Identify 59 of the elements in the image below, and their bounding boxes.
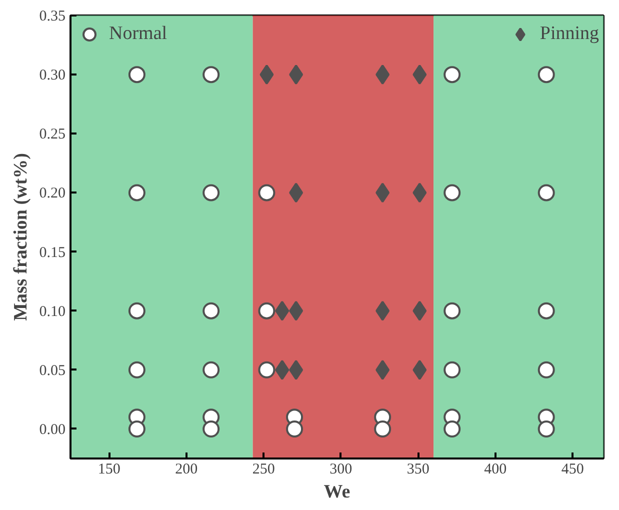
y-tick-label: 0.15 xyxy=(39,244,66,261)
x-tick-label: 450 xyxy=(561,462,584,478)
point xyxy=(412,360,427,380)
x-tick-label: 350 xyxy=(406,462,430,478)
point xyxy=(412,182,427,203)
point xyxy=(260,64,274,85)
point xyxy=(444,361,461,378)
point xyxy=(202,361,220,378)
point xyxy=(128,66,146,84)
y-tick-label: 0.10 xyxy=(39,304,66,320)
point xyxy=(376,64,390,85)
y-tick-label: 0.25 xyxy=(39,126,66,143)
point xyxy=(538,420,555,438)
point xyxy=(128,184,146,202)
y-tick-label: 0.05 xyxy=(39,362,66,379)
point xyxy=(376,300,390,321)
point xyxy=(444,302,461,320)
point xyxy=(538,184,555,202)
point xyxy=(412,64,427,85)
x-tick-label: 200 xyxy=(175,462,198,478)
point xyxy=(376,182,390,203)
y-axis-title: Mass fraction (wt%) xyxy=(10,153,32,321)
x-tick-label: 300 xyxy=(330,462,352,478)
point xyxy=(202,66,220,84)
x-tick-label: 150 xyxy=(98,462,120,478)
point xyxy=(412,300,427,321)
point xyxy=(289,300,304,321)
point xyxy=(258,361,276,378)
point xyxy=(128,361,146,378)
point xyxy=(289,182,304,203)
x-tick-label: 250 xyxy=(252,462,275,478)
point xyxy=(444,420,461,438)
point xyxy=(202,184,220,202)
point xyxy=(538,66,555,84)
point xyxy=(376,360,390,380)
y-tick-label: 0.35 xyxy=(39,8,66,24)
y-tick-label: 0.20 xyxy=(39,186,66,202)
x-axis-title: We xyxy=(324,482,350,502)
point xyxy=(286,420,304,438)
point xyxy=(275,300,290,321)
y-tick-label: 0.00 xyxy=(39,422,66,438)
point xyxy=(538,361,555,378)
point xyxy=(202,420,220,438)
point xyxy=(538,302,555,320)
legend-label: Pinning xyxy=(540,23,599,45)
point xyxy=(128,302,146,320)
y-tick-label: 0.30 xyxy=(39,68,66,84)
point xyxy=(444,66,461,84)
point xyxy=(258,184,276,202)
legend-label: Normal xyxy=(109,23,168,45)
point xyxy=(258,302,276,320)
x-tick-label: 400 xyxy=(484,462,507,478)
point xyxy=(374,420,392,438)
point xyxy=(444,184,461,202)
point xyxy=(128,420,146,438)
point xyxy=(275,360,290,380)
point xyxy=(289,64,304,85)
point xyxy=(289,360,304,380)
point xyxy=(202,302,220,320)
